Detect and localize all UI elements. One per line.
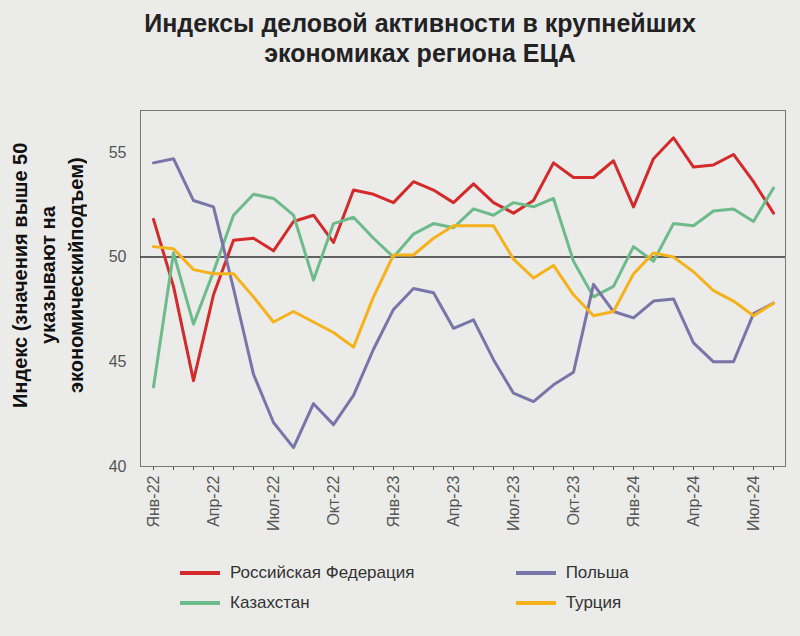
svg-text:Янв-22: Янв-22 bbox=[145, 475, 162, 527]
html-text:Индексы деловой активности в к: Индексы деловой активности в крупнейших … bbox=[144, 9, 696, 67]
svg-text:Апр-23: Апр-23 bbox=[445, 475, 462, 526]
svg-text:Янв-23: Янв-23 bbox=[385, 475, 402, 527]
svg-text:Июл-22: Июл-22 bbox=[265, 475, 282, 531]
svg-text:Окт-22: Окт-22 bbox=[325, 475, 342, 525]
html-text:Турция: Турция bbox=[565, 593, 622, 612]
svg-text:55: 55 bbox=[109, 144, 127, 161]
svg-text:Апр-24: Апр-24 bbox=[685, 475, 702, 526]
html-text:Российская Федерация: Российская Федерация bbox=[230, 563, 415, 582]
svg-text:Янв-24: Янв-24 bbox=[625, 475, 642, 527]
html-text:Индекс (значения выше 50 указы: Индекс (значения выше 50 указывают на эк… bbox=[9, 142, 87, 408]
svg-text:Окт-23: Окт-23 bbox=[565, 475, 582, 525]
svg-text:50: 50 bbox=[109, 248, 127, 265]
html-text:Польша: Польша bbox=[565, 563, 629, 582]
svg-text:45: 45 bbox=[109, 353, 127, 370]
svg-text:40: 40 bbox=[109, 458, 127, 475]
svg-text:Июл-23: Июл-23 bbox=[505, 475, 522, 531]
svg-text:Июл-24: Июл-24 bbox=[745, 475, 762, 531]
svg-text:Апр-22: Апр-22 bbox=[205, 475, 222, 526]
html-text:Казахстан: Казахстан bbox=[230, 593, 310, 612]
